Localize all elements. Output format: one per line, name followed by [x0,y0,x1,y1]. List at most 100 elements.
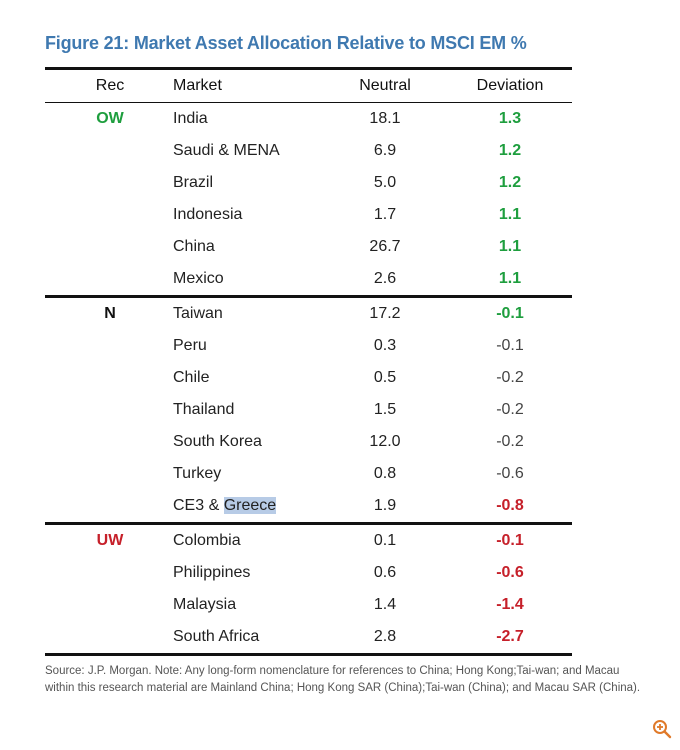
table-row: Peru 0.3 -0.1 [45,330,572,362]
neutral-cell: 12.0 [369,433,401,450]
market-name: Brazil [173,174,214,191]
deviation-cell: 1.3 [498,110,522,127]
table-row: CE3 & Greece 1.9 -0.8 [45,490,572,522]
rec-cell: OW [96,110,124,127]
market-name: South Korea [173,433,262,450]
market-cell: China [173,231,215,263]
market-cell: Philippines [173,557,250,589]
table-row: OW India 18.1 1.3 [45,103,572,135]
market-cell: Indonesia [173,199,242,231]
market-cell: India [173,103,208,135]
deviation-cell: -0.8 [496,497,524,514]
deviation-cell: -2.7 [496,628,524,645]
table-row: South Africa 2.8 -2.7 [45,621,572,653]
deviation-cell: 1.2 [498,174,522,191]
neutral-cell: 0.1 [373,532,397,549]
table-row: N Taiwan 17.2 -0.1 [45,298,572,330]
market-cell: Brazil [173,167,213,199]
header-market: Market [173,77,222,94]
market-name: Saudi & MENA [173,142,280,159]
market-cell: Chile [173,362,209,394]
market-name: Taiwan [173,305,223,322]
source-footnote: Source: J.P. Morgan. Note: Any long-form… [45,665,641,694]
neutral-cell: 26.7 [369,238,401,255]
header-neutral: Neutral [359,77,411,94]
deviation-cell: -0.1 [496,532,524,549]
neutral-cell: 0.6 [373,564,397,581]
table-row: Saudi & MENA 6.9 1.2 [45,135,572,167]
deviation-cell: -1.4 [496,596,524,613]
table-body: OW India 18.1 1.3 Saudi & MENA 6.9 1.2 Brazil 5.… [45,103,572,656]
market-cell: Saudi & MENA [173,135,280,167]
market-cell: Mexico [173,263,224,295]
market-name: Colombia [173,532,241,549]
neutral-cell: 1.7 [373,206,397,223]
market-cell: Peru [173,330,207,362]
deviation-cell: 1.1 [498,270,522,287]
market-cell: Malaysia [173,589,236,621]
neutral-cell: 18.1 [369,110,401,127]
market-name: Turkey [173,465,222,482]
deviation-cell: 1.1 [498,206,522,223]
market-name: India [173,110,208,127]
market-cell: Taiwan [173,298,223,330]
neutral-cell: 5.0 [373,174,397,191]
deviation-cell: -0.2 [496,369,524,386]
market-cell: CE3 & Greece [173,490,277,522]
neutral-cell: 1.4 [373,596,397,613]
market-name: CE3 & [173,497,224,514]
neutral-cell: 0.5 [373,369,397,386]
market-cell: South Africa [173,621,259,653]
market-cell: Turkey [173,458,221,490]
market-name: Thailand [173,401,235,418]
table-row: Philippines 0.6 -0.6 [45,557,572,589]
market-cell: South Korea [173,426,262,458]
header-deviation: Deviation [476,77,544,94]
deviation-cell: 1.2 [498,142,522,159]
deviation-cell: 1.1 [498,238,522,255]
deviation-cell: -0.6 [496,564,524,581]
neutral-cell: 2.6 [373,270,397,287]
table-row: China 26.7 1.1 [45,231,572,263]
market-cell: Colombia [173,525,241,557]
figure-title: Figure 21: Market Asset Allocation Relat… [45,33,527,53]
deviation-cell: -0.2 [496,433,524,450]
neutral-cell: 1.5 [373,401,397,418]
deviation-cell: -0.6 [496,465,524,482]
market-cell: Thailand [173,394,234,426]
section-divider [45,522,572,525]
table-row: South Korea 12.0 -0.2 [45,426,572,458]
table-row: UW Colombia 0.1 -0.1 [45,525,572,557]
table-row: Thailand 1.5 -0.2 [45,394,572,426]
market-name-highlight: Greece [223,497,277,514]
deviation-cell: -0.1 [496,337,524,354]
section-divider [45,653,572,656]
market-name: Malaysia [173,596,237,613]
table-row: Indonesia 1.7 1.1 [45,199,572,231]
market-name: China [173,238,215,255]
section-divider [45,295,572,298]
deviation-cell: -0.2 [496,401,524,418]
neutral-cell: 6.9 [373,142,397,159]
market-name: Chile [173,369,210,386]
neutral-cell: 2.8 [373,628,397,645]
table-header: Rec Market Neutral Deviation [45,70,572,103]
table-row: Malaysia 1.4 -1.4 [45,589,572,621]
zoom-in-icon[interactable] [652,719,672,739]
table-top-rule [45,67,572,70]
deviation-cell: -0.1 [496,305,524,322]
neutral-cell: 1.9 [373,497,397,514]
allocation-table: Rec Market Neutral Deviation OW India 18.1… [45,67,572,656]
market-name: South Africa [173,628,260,645]
rec-cell: N [104,305,116,322]
neutral-cell: 0.3 [373,337,397,354]
neutral-cell: 0.8 [373,465,397,482]
table-row: Brazil 5.0 1.2 [45,167,572,199]
header-rec: Rec [95,77,125,94]
market-name: Indonesia [173,206,243,223]
table-row: Chile 0.5 -0.2 [45,362,572,394]
market-name: Mexico [173,270,224,287]
market-name: Peru [173,337,207,354]
market-name: Philippines [173,564,251,581]
neutral-cell: 17.2 [369,305,401,322]
